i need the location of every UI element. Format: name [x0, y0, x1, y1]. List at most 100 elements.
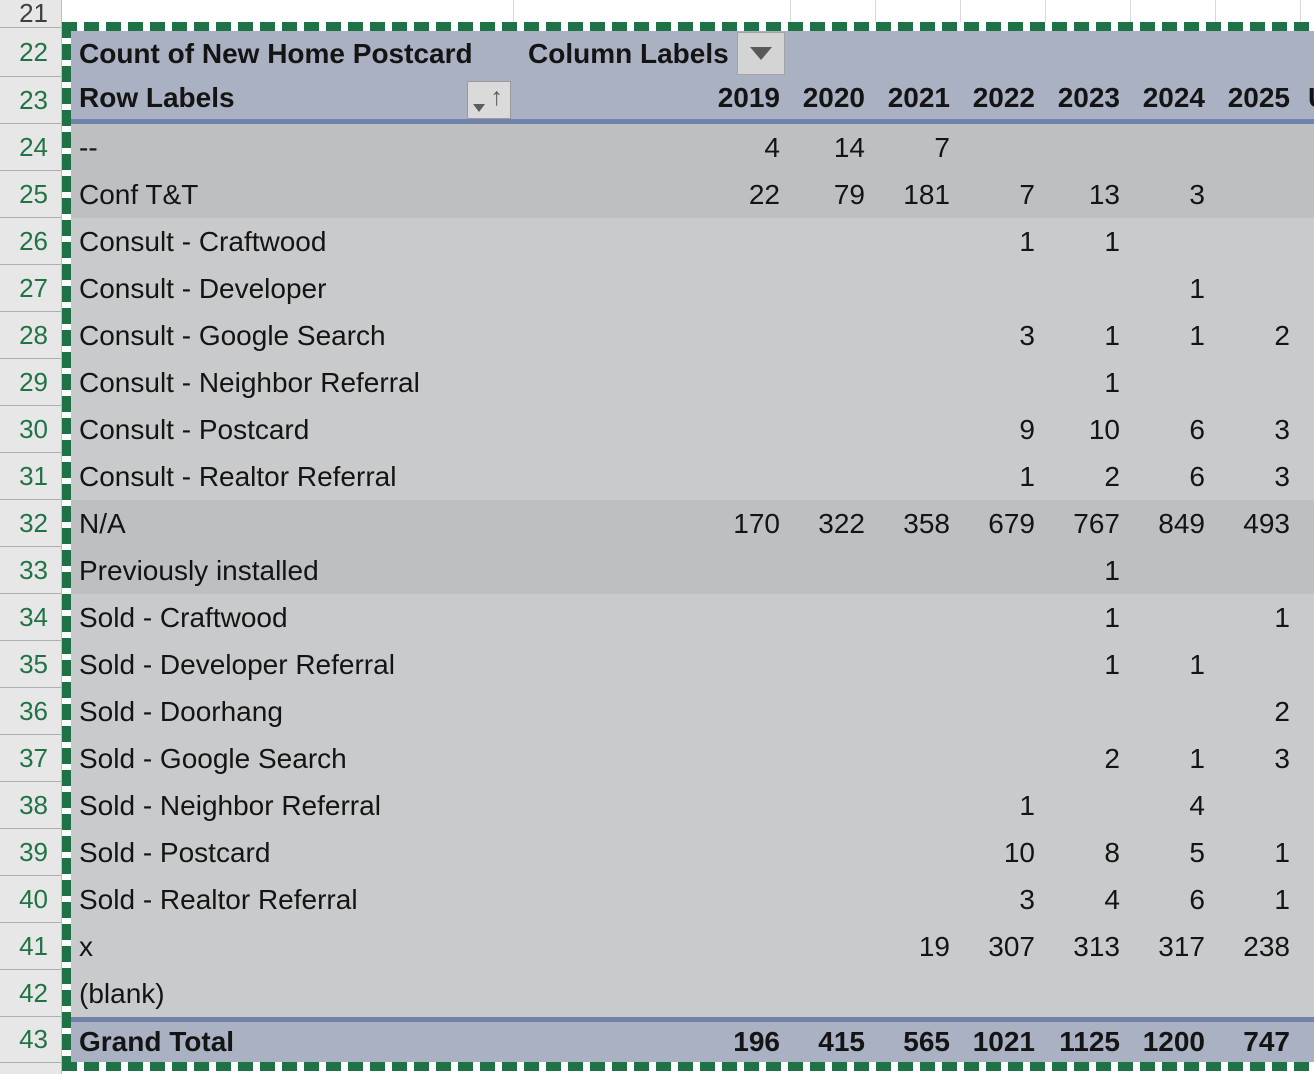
cell-value[interactable]: [960, 641, 1045, 688]
cell-value[interactable]: 1: [1274, 836, 1290, 868]
row-number[interactable]: 25: [0, 171, 61, 218]
cell-value[interactable]: [875, 782, 960, 829]
cell-value[interactable]: 307: [988, 930, 1035, 962]
cell-value[interactable]: 1: [1104, 601, 1120, 633]
cell-value[interactable]: [960, 265, 1045, 312]
cell-value[interactable]: 6: [1189, 413, 1205, 445]
cell-row-label[interactable]: N/A: [79, 507, 126, 539]
cell-row-label[interactable]: x: [79, 930, 93, 962]
cell-value[interactable]: [790, 547, 875, 594]
cell-value[interactable]: 1: [1189, 319, 1205, 351]
cell-value[interactable]: 1: [1019, 460, 1035, 492]
row-number[interactable]: 22: [0, 28, 61, 77]
cell-value[interactable]: [790, 970, 875, 1017]
cell-value[interactable]: [790, 923, 875, 970]
cell-value[interactable]: 7: [934, 131, 950, 163]
cell-value[interactable]: [875, 359, 960, 406]
cell-value[interactable]: [1045, 688, 1130, 735]
cell-value[interactable]: [513, 829, 790, 876]
cell-value[interactable]: 358: [903, 507, 950, 539]
cell-value[interactable]: [513, 923, 790, 970]
year-header-cell[interactable]: 2023: [1057, 82, 1120, 113]
cell-value[interactable]: [513, 312, 790, 359]
cell-value[interactable]: 3: [1019, 883, 1035, 915]
cell-value[interactable]: [790, 782, 875, 829]
row-number[interactable]: 36: [0, 688, 61, 735]
row-number[interactable]: 35: [0, 641, 61, 688]
cell-value[interactable]: [875, 547, 960, 594]
cell-value[interactable]: [1215, 124, 1300, 171]
cell-value[interactable]: [790, 406, 875, 453]
cell-value[interactable]: [790, 265, 875, 312]
cell-value[interactable]: 9: [1019, 413, 1035, 445]
cell-value[interactable]: [1045, 124, 1130, 171]
cell-value[interactable]: 2: [1104, 742, 1120, 774]
row-number[interactable]: 28: [0, 312, 61, 359]
year-header-cell[interactable]: 2021: [887, 82, 950, 113]
cell-value[interactable]: [875, 876, 960, 923]
cell-value[interactable]: [513, 876, 790, 923]
year-header-cell[interactable]: 2020: [802, 82, 865, 113]
cell-value[interactable]: [875, 970, 960, 1017]
cell-value[interactable]: 4: [764, 131, 780, 163]
cell-value[interactable]: 2: [1274, 695, 1290, 727]
cell-value[interactable]: 10: [1088, 413, 1120, 445]
cell-value[interactable]: [790, 829, 875, 876]
cell-value[interactable]: [1215, 970, 1300, 1017]
cell-value[interactable]: 313: [1073, 930, 1120, 962]
row-number[interactable]: 33: [0, 547, 61, 594]
cell-row-label[interactable]: Sold - Developer Referral: [79, 648, 395, 680]
cell-value[interactable]: [790, 594, 875, 641]
year-header-cell[interactable]: 2022: [972, 82, 1035, 113]
row-number[interactable]: 21: [0, 0, 61, 28]
cell-value[interactable]: [1130, 688, 1215, 735]
cell-value[interactable]: 6: [1189, 460, 1205, 492]
cell-value[interactable]: [960, 970, 1045, 1017]
grand-total-value-cell[interactable]: 1200: [1142, 1026, 1205, 1057]
cell-value[interactable]: [1215, 359, 1300, 406]
cell-row-label[interactable]: Consult - Google Search: [79, 319, 386, 351]
cell-row-label[interactable]: Consult - Developer: [79, 272, 327, 304]
cell-value[interactable]: [790, 876, 875, 923]
cell-value[interactable]: [960, 688, 1045, 735]
cell-value[interactable]: 181: [903, 178, 950, 210]
cell-value[interactable]: [1215, 641, 1300, 688]
cell-value[interactable]: [875, 453, 960, 500]
cell-value[interactable]: [960, 594, 1045, 641]
cell-value[interactable]: 1: [1104, 366, 1120, 398]
row-number[interactable]: 43: [0, 1017, 61, 1063]
column-labels-cell[interactable]: Column Labels: [528, 38, 729, 69]
cell-value[interactable]: 1: [1189, 648, 1205, 680]
cell-value[interactable]: [875, 406, 960, 453]
cell-value[interactable]: [513, 453, 790, 500]
row-number[interactable]: 37: [0, 735, 61, 782]
row-number[interactable]: 41: [0, 923, 61, 970]
cell-value[interactable]: [1215, 782, 1300, 829]
row-number[interactable]: 31: [0, 453, 61, 500]
clipped-column-header-cell[interactable]: U: [1300, 77, 1314, 119]
cell-value[interactable]: 1: [1019, 225, 1035, 257]
cell-value[interactable]: [1215, 547, 1300, 594]
year-header-cell[interactable]: 2025: [1227, 82, 1290, 113]
cell-value[interactable]: 2: [1274, 319, 1290, 351]
cell-value[interactable]: [875, 688, 960, 735]
cell-value[interactable]: [1215, 171, 1300, 218]
cell-value[interactable]: 1: [1104, 319, 1120, 351]
cell-value[interactable]: [960, 735, 1045, 782]
cell-value[interactable]: [1130, 359, 1215, 406]
grand-total-value-cell[interactable]: 1125: [1059, 1026, 1120, 1057]
cell-value[interactable]: 849: [1158, 507, 1205, 539]
cell-value[interactable]: 1: [1189, 742, 1205, 774]
cell-row-label[interactable]: Conf T&T: [79, 178, 199, 210]
cell-value[interactable]: 170: [733, 507, 780, 539]
cell-value[interactable]: [960, 124, 1045, 171]
cell-row-label[interactable]: --: [79, 131, 98, 163]
row-number[interactable]: 38: [0, 782, 61, 829]
grand-total-value-cell[interactable]: 747: [1243, 1026, 1290, 1057]
cell-value[interactable]: 4: [1104, 883, 1120, 915]
cell-value[interactable]: 8: [1104, 836, 1120, 868]
cell-value[interactable]: [790, 641, 875, 688]
cell-value[interactable]: 767: [1073, 507, 1120, 539]
cell-value[interactable]: [1130, 594, 1215, 641]
cell-row-label[interactable]: Sold - Neighbor Referral: [79, 789, 381, 821]
